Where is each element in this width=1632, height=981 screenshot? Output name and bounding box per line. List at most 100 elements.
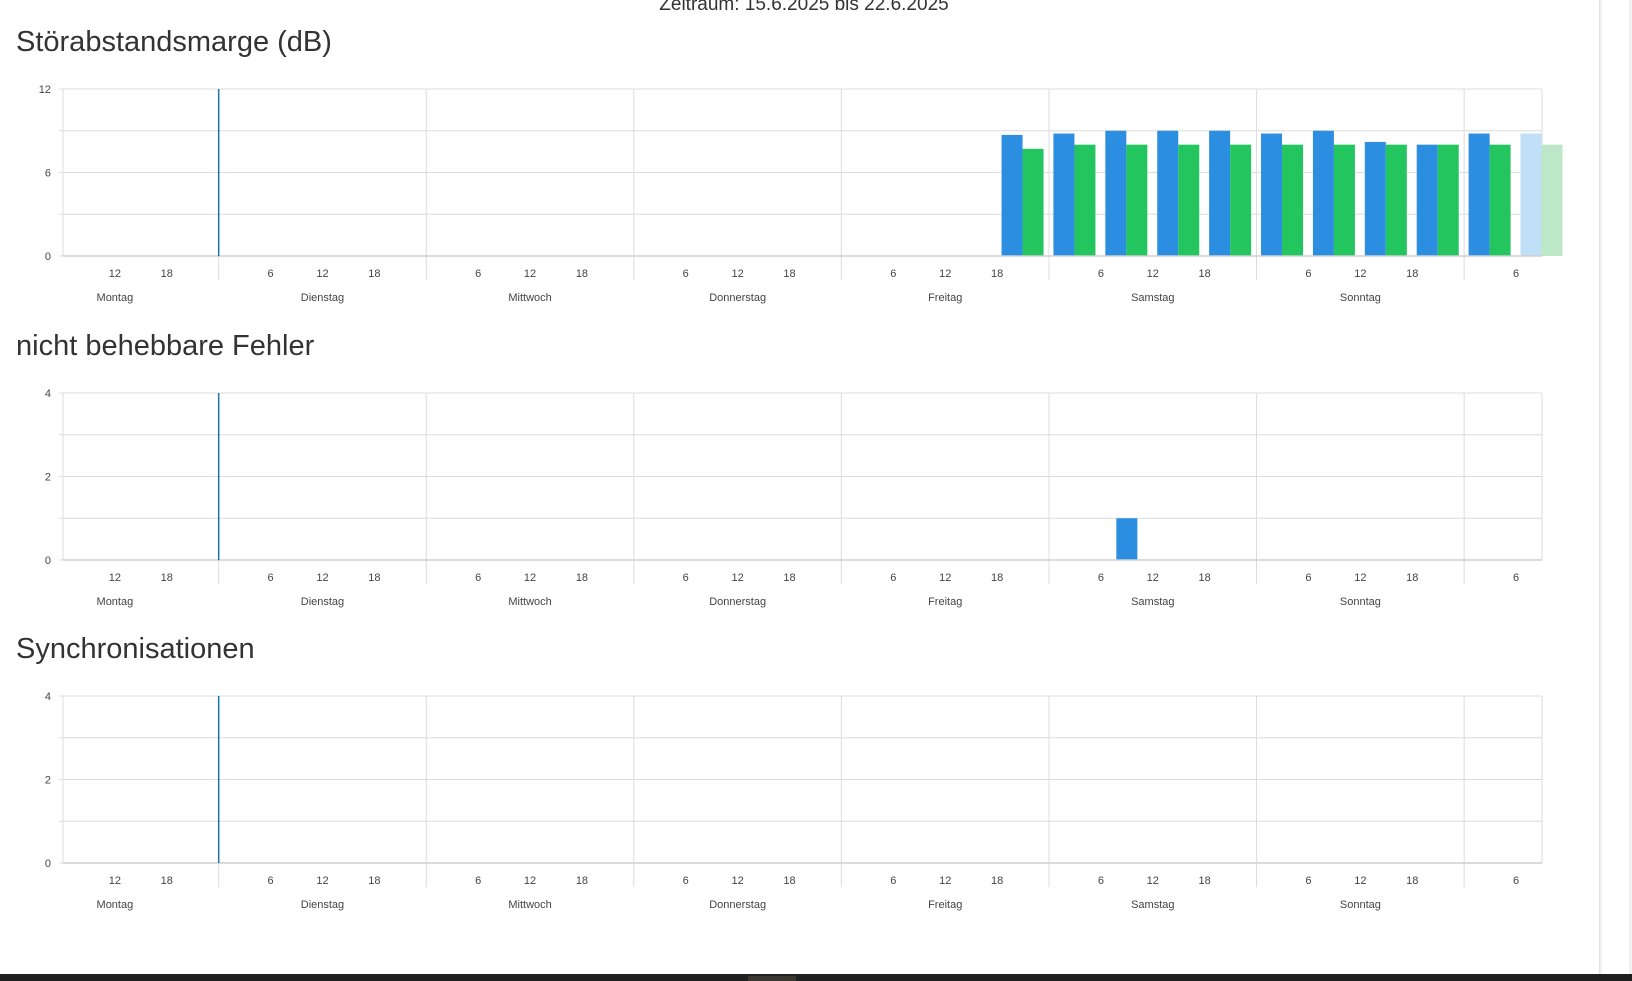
day-label: Mittwoch <box>508 596 551 608</box>
x-tick-label: 18 <box>161 268 173 280</box>
x-tick-label: 6 <box>268 572 274 584</box>
y-tick-label: 12 <box>39 84 51 96</box>
chart-title-snr-margin: Störabstandsmarge (dB) <box>16 26 332 58</box>
x-tick-label: 6 <box>1098 572 1104 584</box>
x-tick-label: 12 <box>1354 572 1366 584</box>
x-tick-label: 18 <box>783 268 795 280</box>
x-tick-label: 12 <box>1354 875 1366 887</box>
bar <box>1416 144 1438 256</box>
x-tick-label: 6 <box>1305 268 1311 280</box>
day-label: Sonntag <box>1340 292 1381 304</box>
taskbar-item[interactable] <box>748 976 796 981</box>
x-tick-label: 18 <box>1406 572 1418 584</box>
x-tick-label: 6 <box>1098 875 1104 887</box>
x-tick-label: 6 <box>683 268 689 280</box>
x-tick-label: 6 <box>1305 572 1311 584</box>
x-tick-label: 6 <box>268 268 274 280</box>
x-tick-label: 12 <box>109 572 121 584</box>
day-label: Donnerstag <box>709 292 766 304</box>
bar <box>1126 144 1148 256</box>
day-label: Dienstag <box>301 596 344 608</box>
x-tick-label: 12 <box>524 572 536 584</box>
day-label: Mittwoch <box>508 292 551 304</box>
x-tick-label: 18 <box>991 268 1003 280</box>
bar <box>1116 518 1138 560</box>
x-tick-label: 6 <box>890 875 896 887</box>
y-tick-label: 2 <box>45 775 51 787</box>
x-tick-label: 18 <box>991 572 1003 584</box>
x-tick-label: 12 <box>1147 875 1159 887</box>
bar <box>1074 144 1096 256</box>
x-tick-label: 12 <box>1147 572 1159 584</box>
y-tick-label: 0 <box>45 858 51 870</box>
day-label: Montag <box>97 292 134 304</box>
uncorrectable-errors-chart: 0 2 4 12 18 6 12 18 6 12 18 6 12 18 6 12 18 6 12 18 6 12 18 6 Mo… <box>45 388 1543 608</box>
x-tick-label: 18 <box>1199 875 1211 887</box>
day-label: Dienstag <box>301 292 344 304</box>
bar <box>1105 130 1127 256</box>
day-label: Freitag <box>928 596 962 608</box>
day-label: Samstag <box>1131 292 1174 304</box>
x-tick-label: 6 <box>890 268 896 280</box>
x-tick-label: 18 <box>576 875 588 887</box>
x-tick-label: 12 <box>1147 268 1159 280</box>
day-label: Montag <box>97 899 134 911</box>
day-label: Sonntag <box>1340 596 1381 608</box>
x-tick-label: 6 <box>475 875 481 887</box>
x-tick-label: 12 <box>732 572 744 584</box>
x-tick-label: 18 <box>783 572 795 584</box>
bar <box>1520 133 1542 256</box>
y-tick-label: 2 <box>45 472 51 484</box>
bar <box>1489 144 1511 256</box>
bar <box>1385 144 1407 256</box>
y-tick-label: 4 <box>45 388 51 400</box>
x-tick-label: 12 <box>316 268 328 280</box>
x-tick-label: 18 <box>161 572 173 584</box>
x-tick-label: 6 <box>683 572 689 584</box>
bar <box>1282 144 1304 256</box>
day-label: Donnerstag <box>709 899 766 911</box>
x-tick-label: 18 <box>991 875 1003 887</box>
x-tick-label: 12 <box>939 875 951 887</box>
x-tick-label: 12 <box>109 268 121 280</box>
y-tick-label: 0 <box>45 251 51 263</box>
x-tick-label: 18 <box>1406 268 1418 280</box>
bar <box>1364 141 1386 256</box>
x-tick-label: 18 <box>1406 875 1418 887</box>
synchronizations-chart: 0 2 4 12 18 6 12 18 6 12 18 6 12 18 6 12 18 6 12 18 6 12 18 6 Mo… <box>45 691 1543 911</box>
x-tick-label: 6 <box>1098 268 1104 280</box>
x-tick-label: 6 <box>475 572 481 584</box>
day-label: Mittwoch <box>508 899 551 911</box>
day-label: Freitag <box>928 292 962 304</box>
bar <box>1001 134 1023 256</box>
x-tick-label: 6 <box>1513 875 1519 887</box>
x-tick-label: 12 <box>1354 268 1366 280</box>
x-tick-label: 12 <box>316 875 328 887</box>
bar <box>1230 144 1252 256</box>
y-tick-label: 6 <box>45 168 51 180</box>
x-tick-label: 12 <box>524 268 536 280</box>
bar <box>1022 148 1044 256</box>
x-tick-label: 6 <box>890 572 896 584</box>
bar <box>1541 144 1563 256</box>
period-label: Zeitraum: 15.6.2025 bis 22.6.2025 <box>659 0 949 15</box>
y-tick-label: 4 <box>45 691 51 703</box>
x-tick-label: 6 <box>268 875 274 887</box>
day-label: Montag <box>97 596 134 608</box>
day-label: Samstag <box>1131 596 1174 608</box>
x-tick-label: 12 <box>524 875 536 887</box>
day-label: Samstag <box>1131 899 1174 911</box>
bar <box>1178 144 1200 256</box>
x-tick-label: 6 <box>683 875 689 887</box>
x-tick-label: 18 <box>161 875 173 887</box>
bar <box>1261 133 1283 256</box>
snr-margin-chart: 0 6 12 12 18 6 12 18 6 12 18 6 12 18 6 12 18 6 12 18 6 12 18 6 M… <box>39 84 1563 304</box>
x-tick-label: 18 <box>368 572 380 584</box>
day-label: Freitag <box>928 899 962 911</box>
x-tick-label: 6 <box>475 268 481 280</box>
x-tick-label: 18 <box>1199 268 1211 280</box>
x-tick-label: 12 <box>732 268 744 280</box>
day-label: Donnerstag <box>709 596 766 608</box>
scrollbar-thumb[interactable] <box>1602 0 1629 974</box>
x-tick-label: 12 <box>316 572 328 584</box>
